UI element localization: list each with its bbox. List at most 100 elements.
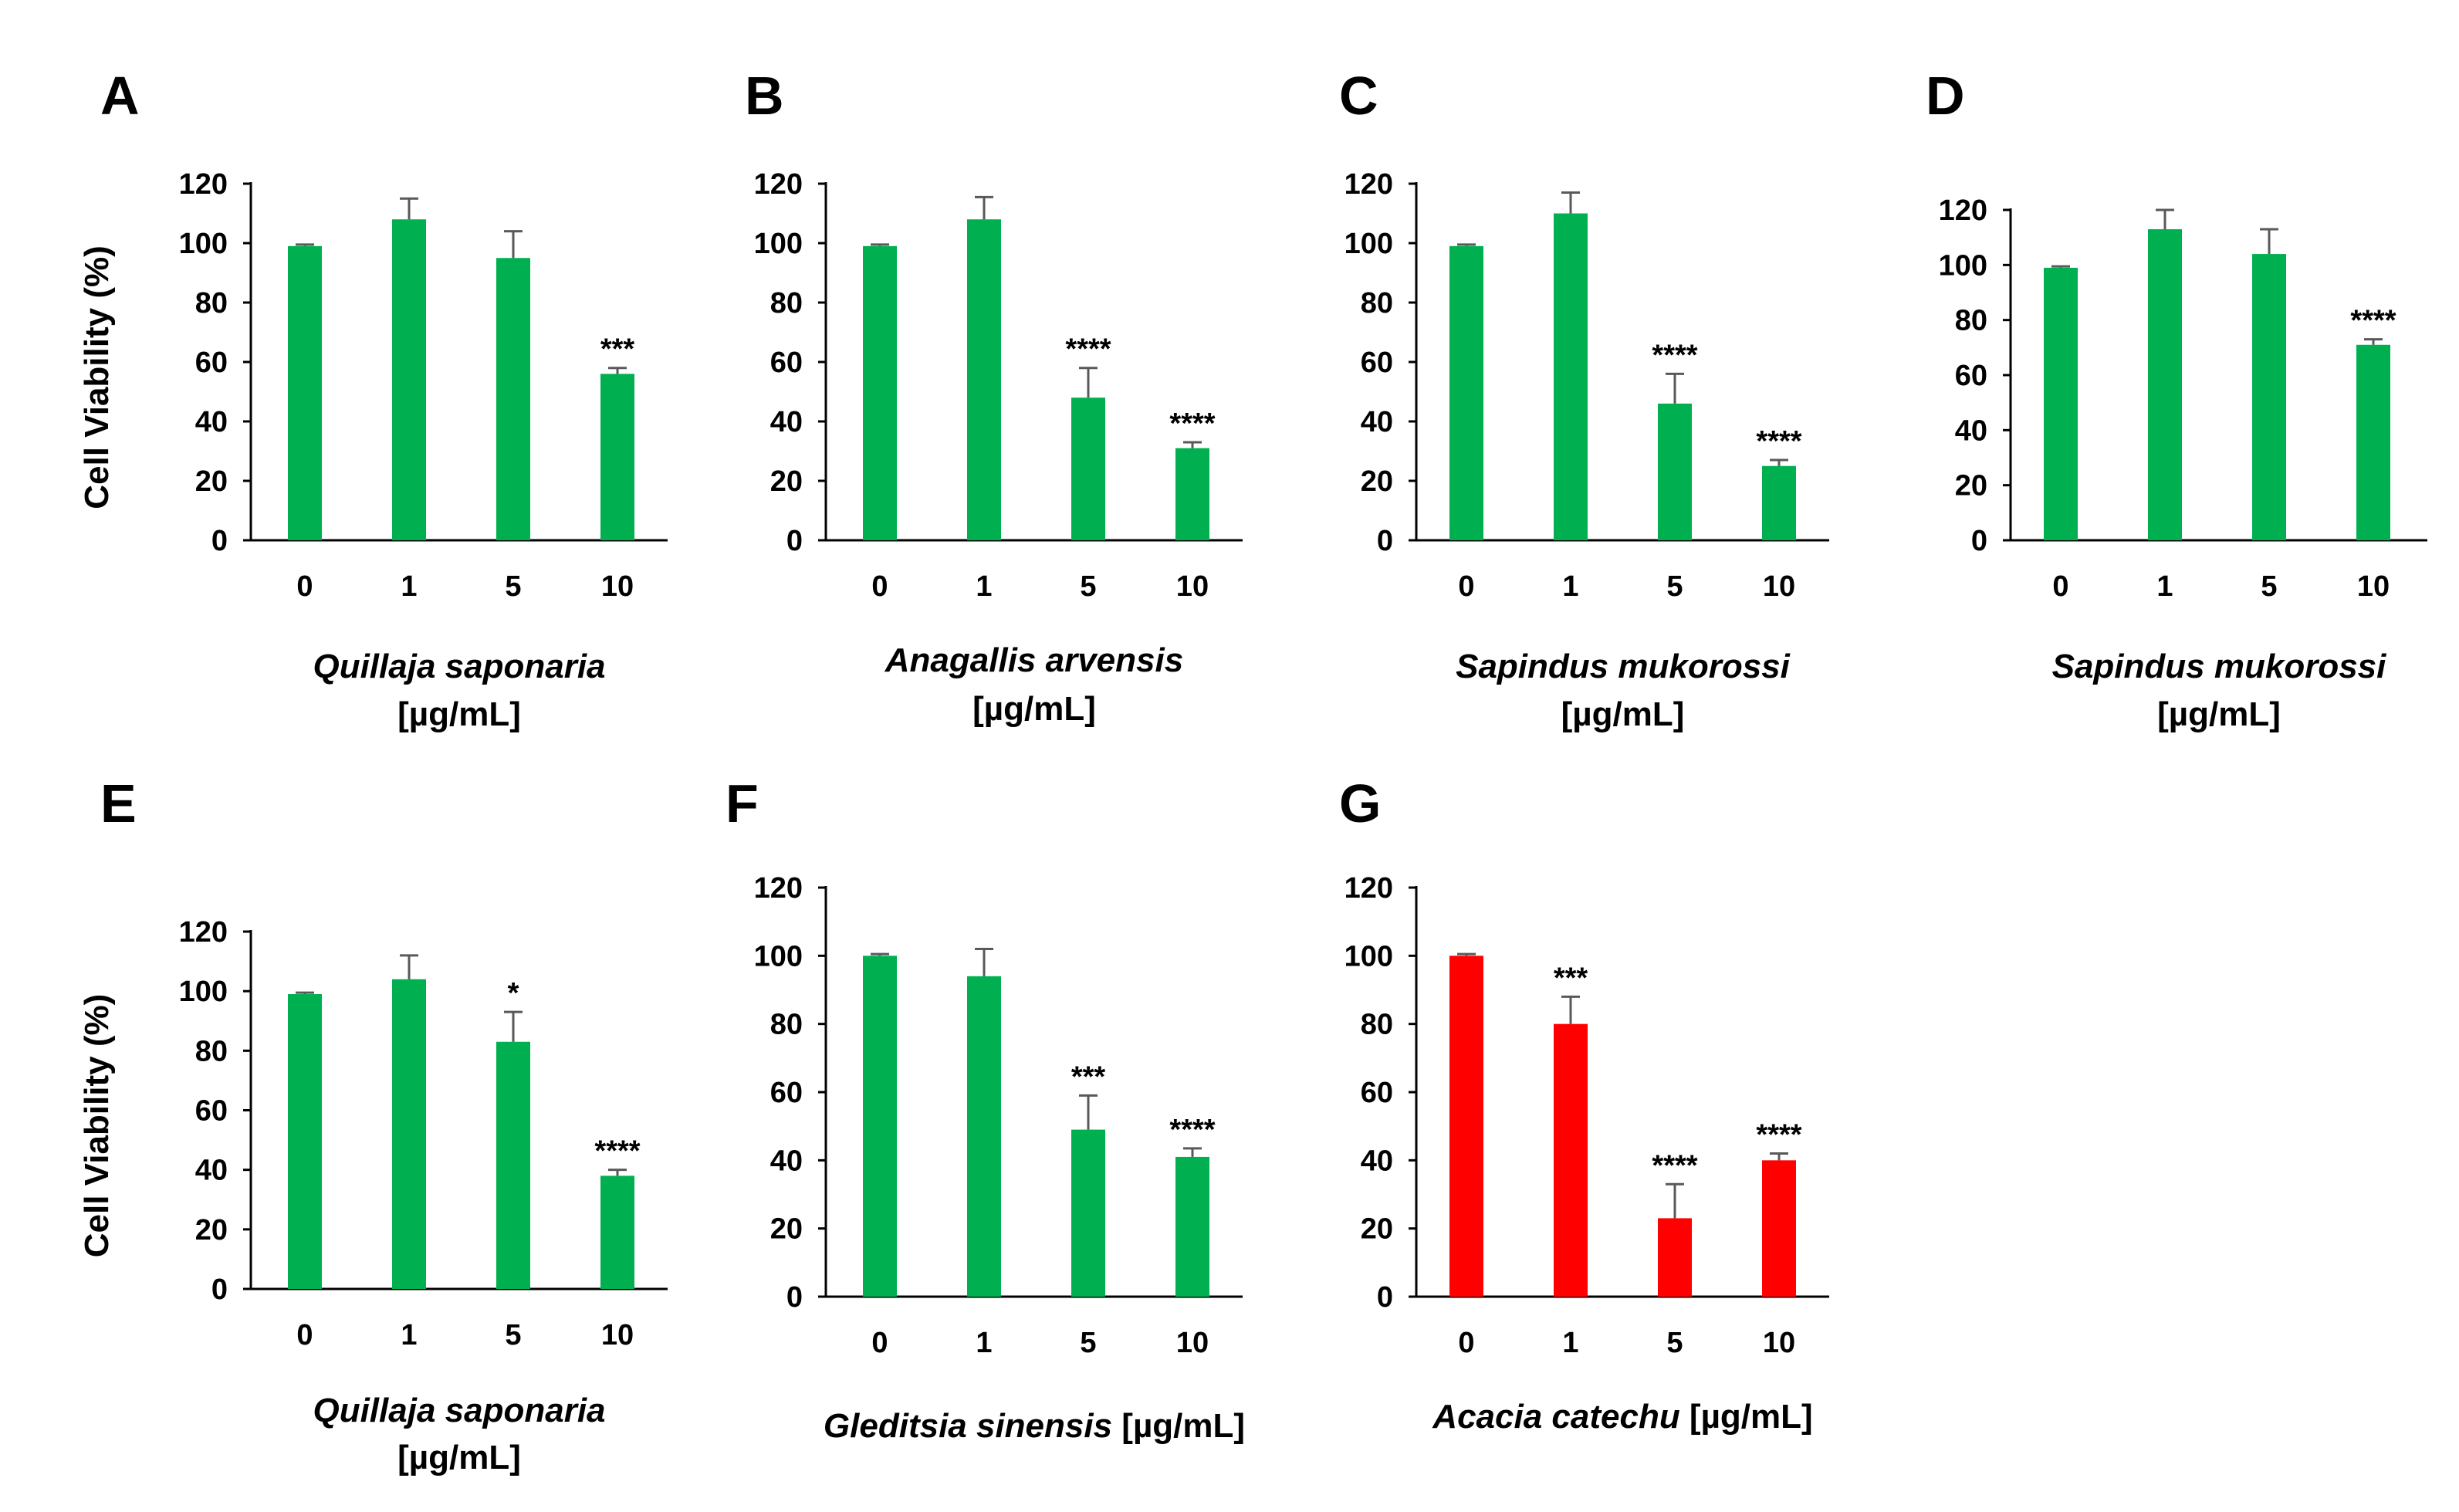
panel-a-y-tick-label: 0 — [211, 525, 228, 557]
panel-e-significance-5: * — [508, 977, 519, 1010]
panel-g-bar-5 — [1658, 1218, 1692, 1297]
panel-e-x-tick-label: 1 — [401, 1319, 417, 1351]
panel-a-y-tick-label: 40 — [195, 406, 228, 438]
panel-d-x-tick-label: 10 — [2357, 570, 2390, 603]
panel-b: B 0 20 40 60 80 100 120 0 1 **** 5 **** 10 Anagallis a… — [745, 66, 1243, 728]
panel-g-y-tick-label: 40 — [1361, 1145, 1393, 1177]
panel-g-x-tick-label: 1 — [1562, 1327, 1578, 1359]
panel-g-x-axis-species: Acacia catechu — [1432, 1398, 1680, 1436]
panel-b-x-tick-label: 5 — [1080, 570, 1096, 603]
panel-f-y-tick-label: 60 — [770, 1077, 803, 1109]
panel-a-y-tick-label: 120 — [179, 168, 228, 201]
panel-e-bar-0 — [288, 994, 322, 1289]
panel-a-y-tick-label: 80 — [195, 287, 228, 320]
panel-f-y-tick-label: 0 — [786, 1281, 803, 1314]
panel-d-bar-10 — [2356, 344, 2390, 540]
panel-c-x-axis-unit: [µg/mL] — [1561, 695, 1685, 733]
panel-e-y-axis-title: Cell Viability (%) — [78, 994, 116, 1258]
panel-g-letter: G — [1339, 773, 1381, 834]
panel-f-y-tick-label: 80 — [770, 1009, 803, 1041]
panel-c-y-tick-label: 0 — [1377, 525, 1393, 557]
panel-f-letter: F — [726, 773, 759, 834]
panel-g-y-tick-label: 100 — [1345, 940, 1393, 972]
panel-g-significance-10: **** — [1756, 1119, 1801, 1152]
panel-g: G 0 20 40 60 80 100 120 0 *** 1 **** 5 **** 10 Acacia c… — [1339, 773, 1829, 1436]
panel-c-x-tick-label: 1 — [1562, 570, 1578, 603]
panel-b-bar-5 — [1071, 397, 1105, 540]
panel-f-x-axis-title: Gleditsia sinensis [µg/mL] — [824, 1407, 1245, 1445]
panel-b-x-axis-species: Anagallis arvensis — [884, 641, 1183, 679]
panel-a-bar-5 — [496, 258, 530, 540]
panel-b-letter: B — [745, 66, 784, 126]
panel-g-y-tick-label: 0 — [1377, 1281, 1393, 1314]
panel-c-significance-5: **** — [1652, 339, 1697, 371]
panel-c-y-tick-label: 80 — [1361, 287, 1393, 320]
panel-a-x-axis-species: Quillaja saponaria — [313, 648, 605, 685]
panel-c-bar-10 — [1762, 465, 1796, 540]
panel-b-significance-10: **** — [1169, 408, 1215, 440]
panel-f-y-tick-label: 120 — [754, 872, 803, 905]
panel-c-y-tick-label: 20 — [1361, 465, 1393, 498]
panel-e: E 0 20 40 60 80 100 120 Cell Viability (%) 0 1 * 5 **… — [78, 773, 668, 1476]
panel-d-y-tick-label: 60 — [1955, 360, 1987, 392]
panel-e-y-tick-label: 80 — [195, 1035, 228, 1067]
panel-f-bar-10 — [1175, 1156, 1209, 1297]
panel-a-x-axis-unit: [µg/mL] — [397, 695, 521, 733]
panel-c-x-axis-species: Sapindus mukorossi — [1456, 648, 1791, 685]
panel-e-x-tick-label: 10 — [601, 1319, 634, 1351]
panel-c-letter: C — [1339, 66, 1378, 126]
panel-f-x-axis-species: Gleditsia sinensis — [824, 1407, 1112, 1445]
panel-d-x-axis-unit: [µg/mL] — [2157, 695, 2281, 733]
panel-c-bar-5 — [1658, 403, 1692, 540]
panel-b-y-tick-label: 40 — [770, 406, 803, 438]
panel-a-bar-10 — [600, 374, 634, 540]
panel-f-x-axis-unit: [µg/mL] — [1112, 1407, 1245, 1445]
panel-d-y-tick-label: 100 — [1939, 249, 1987, 282]
panel-e-bar-10 — [600, 1175, 634, 1289]
panel-d-bar-0 — [2044, 267, 2078, 540]
panel-d: D 0 20 40 60 80 100 120 0 1 5 **** 10 Sapindus mukoro… — [1926, 66, 2427, 733]
panel-a-letter: A — [100, 66, 140, 126]
panel-a-y-tick-label: 60 — [195, 347, 228, 379]
panel-c-x-tick-label: 5 — [1666, 570, 1683, 603]
panel-b-y-tick-label: 20 — [770, 465, 803, 498]
panel-c-y-tick-label: 100 — [1345, 228, 1393, 260]
panel-d-y-tick-label: 20 — [1955, 470, 1987, 502]
panel-c-x-tick-label: 10 — [1763, 570, 1795, 603]
panel-d-x-tick-label: 5 — [2261, 570, 2277, 603]
panel-d-y-tick-label: 0 — [1971, 525, 1987, 557]
panel-g-x-tick-label: 5 — [1666, 1327, 1683, 1359]
panel-b-bar-1 — [967, 219, 1001, 540]
panel-d-x-tick-label: 1 — [2156, 570, 2173, 603]
panel-a-x-tick-label: 1 — [401, 570, 417, 603]
panel-f-bar-0 — [863, 956, 897, 1297]
panel-a-x-tick-label: 10 — [601, 570, 634, 603]
panel-e-bar-1 — [392, 979, 426, 1289]
panel-d-letter: D — [1926, 66, 1965, 126]
panel-a: A 0 20 40 60 80 100 120 Cell Viability (%) 0 1 5 ***… — [78, 66, 668, 733]
panel-d-x-axis-species: Sapindus mukorossi — [2052, 648, 2387, 685]
panel-g-x-tick-label: 0 — [1458, 1327, 1474, 1359]
panel-d-bar-1 — [2148, 228, 2182, 540]
panel-e-y-tick-label: 120 — [179, 916, 228, 949]
panel-e-y-tick-label: 20 — [195, 1214, 228, 1246]
panel-e-x-axis-species: Quillaja saponaria — [313, 1392, 605, 1429]
panel-g-y-tick-label: 120 — [1345, 872, 1393, 905]
panel-d-y-tick-label: 120 — [1939, 194, 1987, 227]
panel-g-y-tick-label: 20 — [1361, 1213, 1393, 1246]
panel-g-significance-5: **** — [1652, 1149, 1697, 1182]
panel-d-significance-10: **** — [2350, 305, 2396, 337]
panel-e-y-tick-label: 60 — [195, 1095, 228, 1128]
panel-g-x-tick-label: 10 — [1763, 1327, 1795, 1359]
panel-e-y-tick-label: 0 — [211, 1274, 228, 1306]
panel-b-significance-5: **** — [1065, 333, 1111, 366]
panel-g-x-axis-title: Acacia catechu [µg/mL] — [1432, 1398, 1812, 1436]
panel-e-x-axis-unit: [µg/mL] — [397, 1439, 521, 1476]
panel-c-x-tick-label: 0 — [1458, 570, 1474, 603]
panel-c-significance-10: **** — [1756, 425, 1801, 458]
panel-a-y-axis-title: Cell Viability (%) — [78, 245, 116, 509]
panel-f-significance-10: **** — [1169, 1114, 1215, 1146]
panel-a-bar-0 — [288, 245, 322, 540]
panel-g-significance-1: *** — [1554, 962, 1588, 994]
